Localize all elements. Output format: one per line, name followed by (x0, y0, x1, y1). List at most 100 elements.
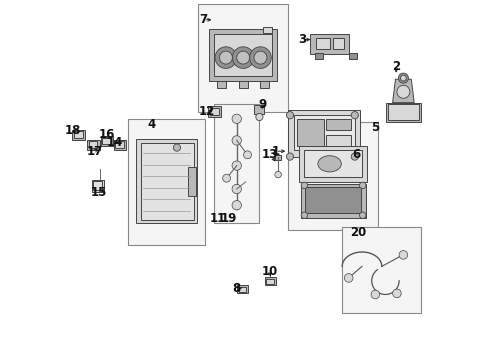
Circle shape (301, 182, 308, 189)
Ellipse shape (318, 156, 342, 172)
Bar (342, 227, 421, 313)
Bar (288, 122, 378, 230)
Bar (239, 287, 246, 292)
Bar (89, 141, 98, 148)
Circle shape (244, 151, 251, 159)
Bar (275, 155, 281, 160)
Text: 16: 16 (98, 129, 115, 141)
Bar (210, 108, 219, 115)
Bar (333, 38, 344, 49)
Bar (198, 4, 288, 112)
Bar (128, 119, 205, 245)
Bar (299, 146, 368, 182)
Bar (297, 119, 324, 146)
Bar (92, 180, 104, 192)
Circle shape (360, 212, 366, 219)
Bar (301, 184, 366, 218)
Bar (101, 136, 113, 146)
Circle shape (399, 251, 408, 259)
Bar (305, 187, 361, 213)
Bar (388, 104, 418, 120)
Bar (74, 131, 83, 138)
Bar (326, 135, 351, 146)
Circle shape (220, 51, 232, 64)
Circle shape (398, 73, 409, 83)
Text: 6: 6 (352, 148, 360, 161)
Circle shape (232, 47, 254, 68)
Circle shape (351, 153, 358, 160)
Bar (209, 29, 277, 81)
Bar (260, 81, 270, 88)
Text: 2: 2 (392, 60, 400, 73)
Circle shape (232, 114, 242, 123)
Circle shape (256, 113, 263, 121)
Circle shape (232, 161, 242, 170)
Text: 9: 9 (258, 98, 267, 111)
Circle shape (344, 274, 353, 282)
Text: 15: 15 (91, 186, 107, 199)
Bar (349, 53, 357, 59)
Bar (114, 140, 126, 150)
Bar (215, 104, 259, 223)
Bar (208, 106, 221, 117)
Circle shape (371, 290, 380, 299)
Bar (115, 141, 123, 148)
Text: 4: 4 (147, 118, 155, 131)
Bar (239, 81, 248, 88)
Circle shape (400, 75, 406, 81)
Bar (141, 143, 194, 220)
Text: 3: 3 (298, 33, 307, 46)
Bar (316, 38, 330, 49)
Circle shape (286, 112, 294, 119)
Text: 17: 17 (86, 145, 102, 158)
Text: 8: 8 (232, 282, 240, 294)
Bar (386, 103, 421, 122)
Polygon shape (392, 79, 414, 103)
Circle shape (232, 201, 242, 210)
Circle shape (397, 85, 410, 98)
Bar (263, 27, 272, 33)
Text: 12: 12 (199, 105, 215, 118)
Circle shape (254, 51, 267, 64)
Bar (266, 279, 274, 284)
Bar (237, 285, 248, 293)
Bar (310, 34, 349, 54)
Bar (288, 110, 360, 157)
Bar (217, 81, 226, 88)
Bar (215, 34, 272, 76)
Circle shape (173, 144, 180, 151)
Circle shape (286, 153, 294, 160)
Circle shape (232, 184, 242, 194)
Bar (326, 119, 351, 130)
Text: 5: 5 (371, 121, 379, 134)
Bar (102, 138, 111, 144)
Text: 19: 19 (220, 212, 237, 225)
Text: 10: 10 (262, 265, 278, 278)
Text: 18: 18 (65, 124, 81, 137)
Bar (136, 139, 197, 223)
Circle shape (392, 289, 401, 298)
Circle shape (215, 47, 237, 68)
Bar (304, 150, 362, 177)
Bar (315, 53, 323, 59)
Circle shape (301, 212, 308, 219)
Circle shape (250, 47, 271, 68)
Circle shape (360, 182, 366, 189)
Text: 11: 11 (210, 212, 226, 225)
Circle shape (232, 136, 242, 145)
Text: 20: 20 (350, 226, 367, 239)
Text: 1: 1 (271, 145, 280, 158)
Bar (94, 181, 102, 190)
Circle shape (237, 51, 250, 64)
Text: 14: 14 (106, 136, 123, 149)
Bar (254, 105, 265, 114)
Circle shape (275, 171, 281, 178)
Bar (72, 130, 85, 140)
Text: 13: 13 (262, 148, 278, 161)
Circle shape (351, 112, 358, 119)
Bar (265, 277, 275, 285)
Bar (87, 140, 99, 150)
Bar (189, 167, 196, 196)
Text: 7: 7 (199, 13, 208, 26)
Bar (294, 115, 355, 150)
